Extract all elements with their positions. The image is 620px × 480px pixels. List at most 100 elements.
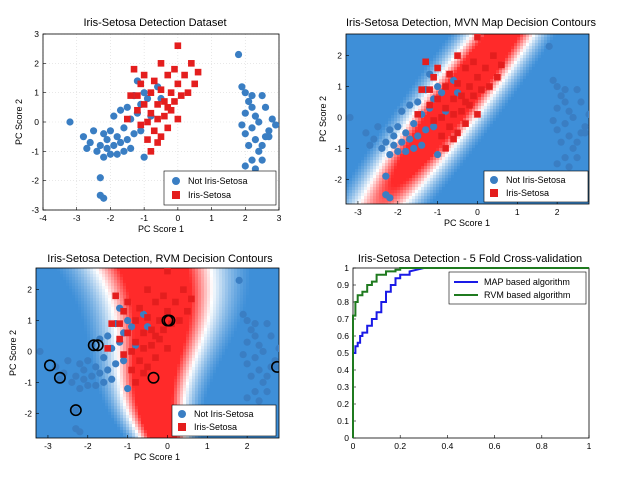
point-not-setosa (346, 113, 354, 122)
y-tick-label: 0.7 (337, 314, 349, 324)
point-not-setosa (88, 372, 96, 380)
x-tick-label: 1 (205, 441, 210, 451)
point-not-setosa (422, 126, 430, 134)
point-setosa (167, 89, 175, 96)
point-setosa (127, 92, 134, 99)
point-not-setosa (127, 144, 135, 152)
point-not-setosa (84, 381, 92, 390)
point-setosa (167, 106, 175, 114)
point-not-setosa (258, 141, 266, 150)
y-tick-label: 3 (34, 29, 39, 39)
point-not-setosa (110, 112, 118, 120)
point-setosa (154, 101, 161, 108)
x-tick-label: 2 (243, 213, 248, 223)
point-not-setosa (76, 384, 84, 393)
y-tick-label: -1 (334, 143, 342, 153)
point-setosa (172, 298, 179, 306)
point-setosa (442, 83, 449, 90)
point-setosa (128, 348, 135, 355)
point-not-setosa (130, 130, 138, 138)
point-not-setosa (247, 372, 255, 380)
point-setosa (164, 307, 171, 315)
point-not-setosa (128, 323, 136, 331)
panel-mvn: Iris-Setosa Detection, MVN Map Decision … (318, 17, 597, 228)
x-tick-label: 2 (245, 441, 250, 451)
point-not-setosa (545, 42, 553, 50)
y-tick-label: 1 (337, 82, 342, 92)
point-setosa (134, 106, 141, 114)
point-not-setosa (581, 123, 589, 131)
point-not-setosa (110, 141, 118, 150)
point-setosa (164, 104, 172, 111)
x-tick-label: 1 (587, 441, 592, 451)
point-setosa (177, 92, 185, 99)
point-not-setosa (366, 141, 374, 149)
x-tick-label: 0 (165, 441, 170, 451)
point-setosa (442, 104, 449, 112)
point-not-setosa (549, 116, 557, 125)
point-setosa (450, 135, 457, 143)
y-tick-label: 0.9 (337, 280, 349, 290)
point-setosa (426, 86, 433, 93)
point-not-setosa (362, 129, 370, 137)
point-not-setosa (113, 150, 121, 158)
point-setosa (438, 132, 445, 140)
legend-entry-not-setosa: Not Iris-Setosa (506, 175, 566, 185)
point-not-setosa (251, 112, 259, 120)
point-not-setosa (414, 98, 422, 106)
x-tick-label: -1 (140, 213, 148, 223)
point-not-setosa (557, 92, 565, 100)
point-setosa (418, 86, 425, 93)
point-not-setosa (103, 144, 111, 152)
point-setosa (446, 123, 453, 131)
x-tick-label: 0.4 (441, 441, 453, 451)
point-not-setosa (410, 144, 418, 152)
point-not-setosa (398, 107, 406, 115)
point-not-setosa (60, 369, 68, 377)
point-not-setosa (573, 138, 581, 146)
point-setosa (486, 83, 493, 90)
point-not-setosa (263, 388, 271, 396)
point-not-setosa (370, 135, 378, 143)
point-not-setosa (238, 83, 246, 91)
point-setosa (136, 304, 143, 312)
panel-rvm-title: Iris-Setosa Detection, RVM Decision Cont… (47, 253, 273, 265)
legend-entry-setosa: Iris-Setosa (506, 188, 549, 198)
point-not-setosa (265, 133, 273, 141)
point-setosa (161, 98, 168, 105)
point-not-setosa (255, 147, 263, 155)
point-not-setosa (36, 347, 44, 356)
panel-rvm-xlabel: PC Score 1 (134, 452, 180, 462)
legend-entry-setosa: Iris-Setosa (194, 422, 237, 432)
point-setosa (144, 314, 151, 321)
point-not-setosa (255, 366, 263, 374)
point-setosa (434, 64, 441, 72)
point-not-setosa (100, 378, 108, 386)
point-setosa (442, 145, 449, 152)
point-not-setosa (258, 156, 266, 164)
point-not-setosa (565, 163, 573, 171)
point-not-setosa (255, 397, 263, 405)
relevance-vector-marker (91, 339, 104, 352)
y-tick-label: 1 (344, 263, 349, 273)
y-tick-label: 0.4 (337, 365, 349, 375)
point-setosa (482, 64, 489, 72)
point-setosa (154, 139, 161, 146)
point-setosa (132, 379, 139, 386)
point-not-setosa (234, 50, 243, 59)
point-setosa (152, 354, 159, 361)
point-setosa (136, 357, 143, 365)
x-tick-label: 1 (515, 207, 520, 217)
y-tick-label: 0.6 (337, 331, 349, 341)
point-not-setosa (394, 123, 402, 131)
panel-mvn-xlabel: PC Score 1 (444, 218, 490, 228)
legend-marker-not-setosa (490, 176, 498, 184)
point-setosa (134, 92, 141, 99)
point-not-setosa (104, 366, 112, 374)
point-not-setosa (553, 104, 561, 112)
point-setosa (160, 292, 167, 300)
point-setosa (462, 98, 469, 106)
point-not-setosa (268, 115, 276, 123)
legend-marker-setosa (172, 191, 180, 199)
point-setosa (181, 71, 188, 79)
